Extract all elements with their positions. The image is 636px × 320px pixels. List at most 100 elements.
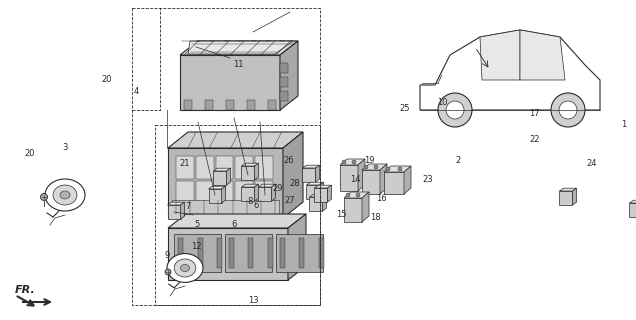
Ellipse shape [438,93,472,127]
Polygon shape [288,214,306,280]
Text: 7: 7 [185,202,190,211]
Polygon shape [180,41,298,55]
Bar [268,100,276,110]
Text: 19: 19 [364,156,374,164]
Polygon shape [319,182,324,199]
Text: 5: 5 [195,220,200,228]
Polygon shape [572,188,576,205]
Polygon shape [188,41,293,54]
Polygon shape [380,164,387,194]
Bar [198,238,202,268]
Bar [168,148,283,218]
Text: 14: 14 [350,175,360,184]
Polygon shape [226,168,230,185]
Text: 13: 13 [248,296,258,305]
Bar [216,181,233,204]
Bar [247,100,255,110]
Bar [255,181,273,204]
Ellipse shape [386,167,390,171]
Bar [268,238,273,268]
Bar [340,165,358,191]
Bar [630,203,636,217]
Bar [184,100,192,110]
Bar [249,238,254,268]
Text: 24: 24 [586,159,597,168]
Bar [258,187,272,201]
Text: 11: 11 [233,60,244,68]
Polygon shape [340,159,365,165]
Text: 26: 26 [284,156,294,165]
Polygon shape [303,165,319,168]
Ellipse shape [342,160,346,164]
Text: 12: 12 [191,242,201,251]
Bar [242,166,254,180]
Polygon shape [242,184,258,187]
Polygon shape [328,185,331,202]
Ellipse shape [45,179,85,211]
Polygon shape [307,182,324,185]
Ellipse shape [181,264,190,272]
Text: 29: 29 [273,184,283,193]
Text: 4: 4 [134,87,139,96]
Polygon shape [221,186,226,203]
Bar [307,185,319,199]
Polygon shape [362,164,387,170]
Ellipse shape [167,253,203,282]
Text: 25: 25 [399,104,410,113]
Bar [176,156,194,179]
Polygon shape [258,184,275,187]
Text: FR.: FR. [15,285,36,295]
Ellipse shape [41,194,48,201]
Bar [235,156,253,179]
Bar [560,191,572,205]
Bar [300,238,305,268]
Polygon shape [254,184,258,201]
Bar [276,234,323,272]
Bar [225,234,272,272]
Polygon shape [280,41,298,110]
Ellipse shape [374,165,378,169]
Bar [196,181,214,204]
Polygon shape [630,200,636,203]
Bar [280,91,288,101]
Polygon shape [242,163,258,166]
Bar [167,205,181,219]
Polygon shape [404,166,411,194]
Text: 2: 2 [455,156,460,164]
Polygon shape [168,214,306,228]
Polygon shape [560,188,576,191]
Bar [280,63,288,73]
Ellipse shape [398,167,402,171]
Bar [242,187,254,201]
Bar [384,172,404,194]
Bar [172,200,279,214]
Bar [178,238,183,268]
Text: 20: 20 [25,149,35,158]
Ellipse shape [352,160,356,164]
Bar [280,238,285,268]
Ellipse shape [364,165,368,169]
Polygon shape [480,30,520,80]
Bar [180,55,280,110]
Bar [216,156,233,179]
Bar [226,100,234,110]
Text: 23: 23 [422,175,432,184]
Bar [280,77,288,87]
Ellipse shape [446,101,464,119]
Polygon shape [520,30,565,80]
Bar [314,188,328,202]
Bar [303,168,315,182]
Text: 22: 22 [529,135,539,144]
Polygon shape [322,194,326,211]
Bar [168,228,288,280]
Polygon shape [384,166,411,172]
Polygon shape [181,202,184,219]
Text: 3: 3 [62,143,67,152]
Text: 1: 1 [621,120,626,129]
Bar [176,181,194,204]
Ellipse shape [559,101,577,119]
Text: 28: 28 [290,179,300,188]
Ellipse shape [165,269,171,275]
Bar [205,100,213,110]
Bar [174,234,221,272]
